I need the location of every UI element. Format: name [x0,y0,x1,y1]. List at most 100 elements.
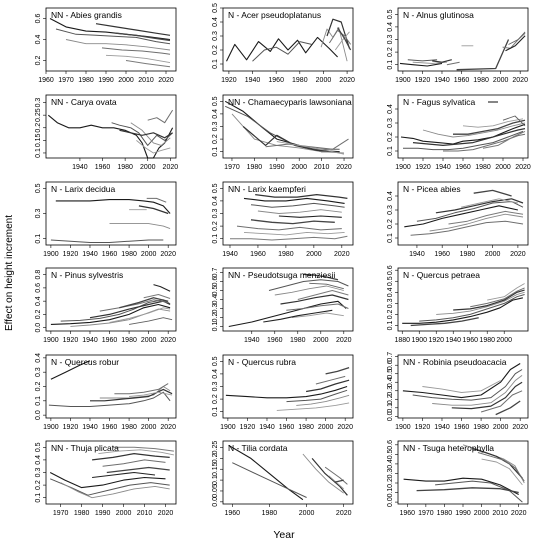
series-line [451,381,523,410]
series-line [102,459,166,467]
x-tick-label: 1960 [95,164,111,171]
y-tick-label: 0.1 [35,234,42,244]
plot-frame [397,267,529,332]
series-line [55,199,171,214]
series-line [435,198,524,214]
x-tick-label: 1970 [53,510,69,517]
y-tick-label: 0.2 [35,309,42,319]
series-line [250,219,335,225]
y-tick-label: 0.4 [212,369,219,379]
x-tick-label: 2020 [160,337,176,344]
x-tick-label: 1960 [454,77,470,84]
series-line [472,448,523,479]
series-line [456,39,510,71]
series-line [419,294,525,322]
series-line [337,27,352,51]
series-line [109,307,171,323]
y-tick-label: 0.3 [212,122,219,132]
plot-frame [397,181,529,246]
y-tick-label: 0.1 [212,407,219,417]
series-line [99,299,169,312]
x-tick-label: 2020 [158,77,174,84]
x-tick-label: 1940 [82,251,98,258]
series-line [263,309,333,323]
series-line [257,209,342,214]
x-tick-label: 1940 [434,77,450,84]
panel-title: NN - Pseudotsuga menziesii [228,270,335,280]
y-tick-label: 0.4 [387,377,394,387]
series-line [153,284,171,292]
panel-title: N - Quercus petraea [403,270,480,280]
x-tick-label: 2000 [141,251,157,258]
panel-title: N - Fagus sylvatica [403,97,476,107]
x-tick-label: 1960 [462,337,478,344]
plot-frame [45,267,177,332]
series-line [230,235,348,241]
x-tick-label: 1940 [435,164,451,171]
panel-16: 1970 1980 1990 2000 2010 2020 0.1 0.2 0.3 0.4 0.5 N… [35,440,177,517]
panel-title: NN - Carya ovata [51,97,117,107]
panel-8: 1940 1960 1980 2000 2020 0.1 0.2 0.3 0.4 0.5 NN - … [212,181,354,258]
y-tick-label: 0.05 [212,484,219,498]
plot-frame [45,94,177,159]
series-line [311,458,348,496]
y-tick-label: 0.3 [35,367,42,377]
y-tick-label: 0.1 [387,403,394,413]
y-tick-label: 0.2 [212,313,219,323]
y-tick-label: 0.2 [212,394,219,404]
series-line [92,471,156,479]
series-line [400,123,526,145]
x-tick-label: 1960 [399,510,415,517]
x-tick-label: 1940 [409,251,425,258]
y-tick-label: 0.4 [212,109,219,119]
x-tick-label: 2000 [474,510,490,517]
series-line [119,297,169,309]
panel-title: N - Quercus robur [51,357,119,367]
y-tick-label: 0.2 [212,45,219,55]
x-tick-label: 2010 [138,77,154,84]
panel-17: 1960 1980 2000 2020 0.00.050.10.150.20.25 N -… [212,441,354,517]
x-tick-label: 2020 [336,337,352,344]
y-tick-label: 0.1 [35,148,42,158]
y-tick-label: 0.1 [387,146,394,156]
x-tick-label: 1960 [268,77,284,84]
series-line [55,28,171,45]
x-tick-label: 1990 [95,510,111,517]
x-tick-label: 2010 [137,510,153,517]
panel-11: 1940 1960 1980 2000 2020 0.10.20.30.40.50.60.… [212,268,354,344]
y-tick-label: 0.2 [212,453,219,463]
y-tick-label: 0.25 [212,441,219,455]
series-line [291,312,344,318]
panel-title: N - Alnus glutinosa [403,10,474,20]
x-tick-label: 1940 [72,164,88,171]
x-tick-label: 1980 [473,424,489,431]
series-line [90,388,173,402]
series-line [113,446,174,452]
y-tick-label: 0.5 [212,356,219,366]
x-tick-label: 1980 [121,424,137,431]
x-tick-label: 1980 [290,337,306,344]
x-tick-label: 2000 [485,251,501,258]
x-tick-label: 2010 [314,164,330,171]
x-tick-label: 2020 [512,77,528,84]
panel-15: 1900 1920 1940 1960 1980 2000 2020 0.00.10.20.3… [387,352,529,431]
y-tick-label: 0.3 [387,298,394,308]
series-line [129,391,173,397]
series-line [487,283,525,301]
series-line [268,279,349,291]
y-tick-label: 0.15 [212,462,219,476]
x-tick-label: 2000 [495,164,511,171]
y-tick-label: 0.3 [387,468,394,478]
panel-14: 1900 1920 1940 1960 1980 2000 2020 0.1 0.2 0.3 0.4… [212,354,354,431]
series-line [495,400,521,416]
x-tick-label: 1900 [395,77,411,84]
x-tick-label: 1940 [244,337,260,344]
series-line [446,61,460,66]
series-line [481,458,523,486]
x-tick-label: 2000 [291,164,307,171]
series-line [109,223,171,230]
y-tick-label: 0.3 [212,209,219,219]
x-tick-label: 2010 [492,510,508,517]
y-tick-label: 0.1 [387,321,394,331]
x-tick-label: 2000 [316,77,332,84]
